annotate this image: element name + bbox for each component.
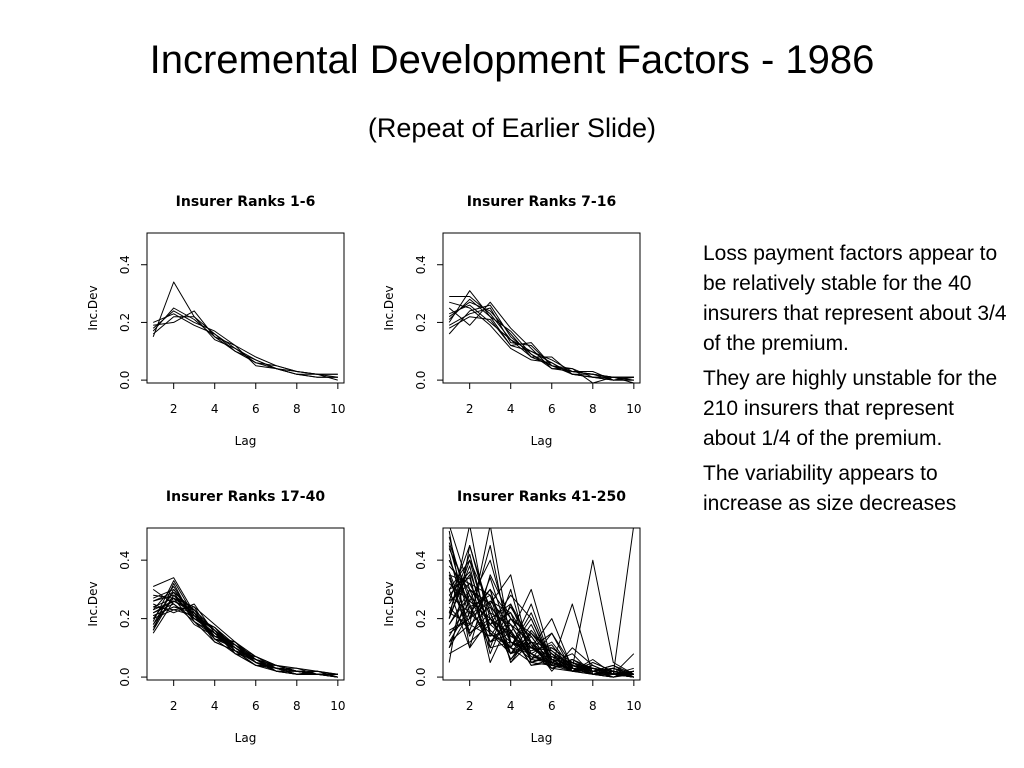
x-tick-label: 4 (507, 402, 515, 416)
series-line-4 (152, 316, 338, 381)
bullet-item: Loss payment factors appear to be relati… (703, 242, 1007, 356)
y-tick-label: 0.0 (414, 668, 428, 687)
chart-title: Insurer Ranks 17-40 (166, 489, 325, 505)
series-line-34 (448, 577, 634, 678)
series-line-39 (448, 542, 634, 675)
series-group (152, 281, 338, 381)
y-tick-label: 0.0 (118, 371, 132, 390)
plot-frame (146, 527, 345, 681)
slide-title: Incremental Development Factors - 1986 (149, 38, 875, 82)
x-tick-label: 10 (330, 699, 345, 713)
x-tick-label: 10 (626, 402, 641, 416)
x-tick-label: 10 (330, 402, 345, 416)
plot-frame (442, 232, 641, 384)
x-tick-label: 10 (626, 699, 641, 713)
y-tick-label: 0.4 (118, 551, 132, 570)
series-line-38 (448, 606, 634, 675)
series-line-24 (153, 594, 338, 675)
slide-subtitle: (Repeat of Earlier Slide) (367, 113, 657, 143)
x-tick-label: 8 (589, 402, 597, 416)
y-tick-label: 0.0 (118, 668, 132, 687)
x-tick-label: 6 (548, 699, 556, 713)
x-tick-label: 8 (589, 699, 597, 713)
bullet-item: The variability appears to increase as s… (703, 462, 957, 516)
x-axis-label: Lag (235, 731, 257, 745)
y-tick-label: 0.2 (118, 609, 132, 628)
x-tick-label: 6 (252, 402, 260, 416)
series-line-40 (448, 559, 634, 678)
y-tick-label: 0.4 (414, 255, 428, 274)
x-tick-label: 2 (170, 699, 178, 713)
x-tick-label: 2 (466, 402, 474, 416)
series-line-30 (448, 553, 634, 678)
x-tick-label: 8 (293, 402, 301, 416)
y-axis-label: Inc.Dev (86, 581, 100, 626)
series-line-5 (153, 313, 338, 378)
x-tick-label: 6 (252, 699, 260, 713)
y-tick-label: 0.4 (414, 551, 428, 570)
series-line-10 (448, 307, 634, 381)
x-axis-label: Lag (235, 434, 257, 448)
y-tick-label: 0.2 (118, 313, 132, 332)
plot-frame (442, 527, 641, 681)
x-tick-label: 8 (293, 699, 301, 713)
x-tick-label: 2 (170, 402, 178, 416)
y-axis-label: Inc.Dev (86, 285, 100, 330)
x-tick-label: 4 (507, 699, 515, 713)
series-group (448, 528, 635, 678)
y-axis-label: Inc.Dev (382, 285, 396, 330)
y-tick-label: 0.0 (414, 371, 428, 390)
x-tick-label: 2 (466, 699, 474, 713)
series-line-20 (153, 588, 338, 675)
y-tick-label: 0.4 (118, 255, 132, 274)
y-tick-label: 0.2 (414, 609, 428, 628)
series-line-6 (152, 307, 338, 378)
series-group (448, 290, 634, 383)
chart-title: Insurer Ranks 1-6 (176, 194, 316, 210)
series-group (152, 577, 338, 678)
x-tick-label: 4 (211, 699, 219, 713)
bullet-list: Loss payment factors appear to be relati… (703, 239, 1008, 524)
x-axis-label: Lag (531, 731, 553, 745)
plot-frame (146, 232, 345, 384)
x-axis-label: Lag (531, 434, 553, 448)
chart-title: Insurer Ranks 41-250 (457, 489, 626, 505)
y-axis-label: Inc.Dev (382, 581, 396, 626)
x-tick-label: 6 (548, 402, 556, 416)
chart-title: Insurer Ranks 7-16 (467, 194, 616, 210)
x-tick-label: 4 (211, 402, 219, 416)
y-tick-label: 0.2 (414, 313, 428, 332)
series-line-9 (448, 298, 634, 378)
bullet-item: They are highly unstable for the 210 ins… (703, 367, 998, 451)
